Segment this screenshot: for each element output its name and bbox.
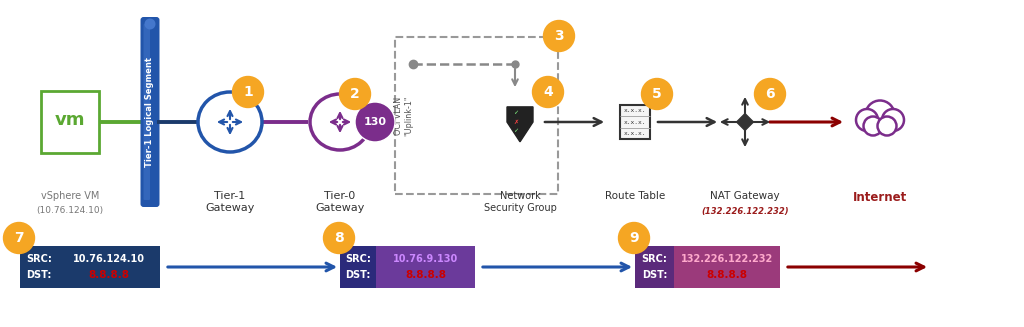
- Text: 8.8.8.8: 8.8.8.8: [406, 269, 446, 280]
- Text: 8.8.8.8: 8.8.8.8: [88, 269, 129, 280]
- Polygon shape: [507, 107, 534, 142]
- Text: 10.76.124.10: 10.76.124.10: [73, 254, 145, 265]
- Circle shape: [863, 116, 883, 135]
- Text: x.x.x.: x.x.x.: [624, 108, 646, 113]
- FancyBboxPatch shape: [57, 246, 160, 288]
- Text: 130: 130: [364, 117, 386, 127]
- Text: Internet: Internet: [853, 191, 907, 204]
- Text: Tier-1 Logical Segment: Tier-1 Logical Segment: [145, 57, 155, 167]
- FancyBboxPatch shape: [377, 246, 475, 288]
- Ellipse shape: [310, 94, 370, 150]
- Text: Tier-0
Gateway: Tier-0 Gateway: [315, 191, 365, 213]
- Text: ✓: ✓: [513, 129, 518, 133]
- Circle shape: [544, 21, 574, 51]
- Text: ✓: ✓: [513, 111, 518, 115]
- Circle shape: [882, 109, 904, 131]
- Text: Route Table: Route Table: [605, 191, 666, 201]
- Text: SRC:: SRC:: [642, 254, 668, 265]
- Circle shape: [878, 116, 896, 135]
- Text: ✗: ✗: [513, 119, 518, 125]
- Text: vm: vm: [54, 111, 85, 129]
- Circle shape: [618, 222, 649, 253]
- Text: Tier-1
Gateway: Tier-1 Gateway: [206, 191, 255, 213]
- Circle shape: [232, 77, 263, 108]
- Circle shape: [856, 109, 878, 131]
- Circle shape: [340, 78, 371, 110]
- Text: (132.226.122.232): (132.226.122.232): [701, 207, 788, 216]
- Text: DST:: DST:: [27, 269, 51, 280]
- Text: 8: 8: [334, 231, 344, 245]
- Text: 7: 7: [14, 231, 24, 245]
- Circle shape: [532, 77, 563, 108]
- Text: 2: 2: [350, 87, 359, 101]
- Circle shape: [355, 102, 395, 142]
- Text: 4: 4: [543, 85, 553, 99]
- Text: x.x.x.: x.x.x.: [624, 119, 646, 125]
- Text: (10.76.124.10): (10.76.124.10): [37, 206, 103, 215]
- Text: 3: 3: [554, 29, 564, 43]
- FancyBboxPatch shape: [41, 91, 99, 153]
- Text: Network
Security Group: Network Security Group: [483, 191, 556, 213]
- Ellipse shape: [198, 92, 262, 152]
- Text: vSphere VM: vSphere VM: [41, 191, 99, 201]
- FancyBboxPatch shape: [620, 105, 650, 139]
- Text: 132.226.122.232: 132.226.122.232: [681, 254, 773, 265]
- Polygon shape: [736, 113, 754, 130]
- Text: 8.8.8.8: 8.8.8.8: [707, 269, 748, 280]
- Text: SRC:: SRC:: [26, 254, 52, 265]
- Circle shape: [324, 222, 354, 253]
- Circle shape: [144, 19, 156, 29]
- Text: x.x.x.: x.x.x.: [624, 131, 646, 136]
- FancyBboxPatch shape: [20, 246, 57, 288]
- FancyBboxPatch shape: [635, 246, 674, 288]
- Text: NAT Gateway: NAT Gateway: [711, 191, 780, 201]
- FancyBboxPatch shape: [143, 24, 151, 200]
- FancyBboxPatch shape: [140, 17, 160, 207]
- Text: 5: 5: [652, 87, 662, 101]
- Text: 10.76.9.130: 10.76.9.130: [393, 254, 459, 265]
- Text: 9: 9: [629, 231, 639, 245]
- Circle shape: [641, 78, 673, 110]
- FancyBboxPatch shape: [674, 246, 780, 288]
- Text: 6: 6: [765, 87, 775, 101]
- Text: 1: 1: [243, 85, 253, 99]
- Text: DST:: DST:: [345, 269, 371, 280]
- Circle shape: [3, 222, 35, 253]
- FancyBboxPatch shape: [340, 246, 377, 288]
- Text: OCI VLAN
"Uplink-1": OCI VLAN "Uplink-1": [394, 95, 414, 136]
- Circle shape: [865, 100, 895, 129]
- Circle shape: [755, 78, 785, 110]
- Text: DST:: DST:: [642, 269, 668, 280]
- Text: SRC:: SRC:: [345, 254, 371, 265]
